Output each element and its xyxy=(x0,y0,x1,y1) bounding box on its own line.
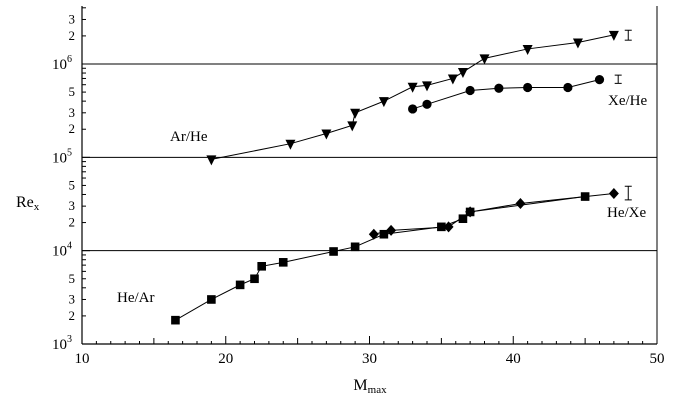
data-point xyxy=(347,121,358,132)
data-point xyxy=(285,139,296,150)
y-major-tick-label: 105 xyxy=(52,147,72,166)
y-minor-tick-label: 3 xyxy=(69,105,76,120)
data-point xyxy=(437,222,446,232)
y-minor-tick-label: 2 xyxy=(69,28,76,43)
data-point xyxy=(608,30,619,41)
data-point xyxy=(407,82,418,93)
data-point xyxy=(206,155,217,166)
series-label: He/Xe xyxy=(607,205,646,221)
x-axis-label: Mmax xyxy=(353,377,387,396)
y-minor-tick-label: 5 xyxy=(69,271,76,286)
data-point xyxy=(608,187,619,199)
data-point xyxy=(350,242,360,252)
data-point xyxy=(522,44,533,55)
error-bars xyxy=(614,29,632,201)
data-point xyxy=(235,280,245,290)
data-point xyxy=(494,83,504,93)
data-point xyxy=(447,74,458,85)
y-minor-tick-label: 5 xyxy=(69,177,76,192)
data-point xyxy=(594,75,605,85)
y-minor-tick-label: 2 xyxy=(69,215,76,230)
data-point xyxy=(572,38,583,49)
series-line-he-xe xyxy=(373,192,614,235)
y-minor-tick-label: 3 xyxy=(69,11,76,26)
data-point xyxy=(368,228,379,240)
data-point xyxy=(479,54,490,65)
text-labels: 10 20 30 40 5023523523523103104105106Ar/HeXe… xyxy=(52,11,665,367)
y-minor-tick-label: 2 xyxy=(69,121,76,136)
axes xyxy=(81,6,658,345)
data-point xyxy=(250,274,259,284)
data-point xyxy=(379,229,389,239)
data-point xyxy=(422,81,432,92)
x-tick-label: 40 xyxy=(506,351,521,367)
data-point xyxy=(378,97,389,108)
series-line-he-ar xyxy=(175,196,586,321)
series-line-ar-he xyxy=(211,34,614,160)
data-point xyxy=(207,295,216,304)
data-point xyxy=(278,258,288,267)
data-point xyxy=(580,192,590,201)
y-minor-tick-label: 3 xyxy=(69,198,76,213)
y-minor-tick-label: 2 xyxy=(69,308,76,323)
series-markers xyxy=(171,30,619,325)
axis-ticks xyxy=(81,7,658,345)
series-line-xe-he xyxy=(412,79,600,110)
x-tick-label: 20 xyxy=(218,351,233,367)
data-point xyxy=(257,261,266,271)
x-tick-label: 50 xyxy=(650,351,665,367)
data-point xyxy=(321,129,332,140)
y-minor-tick-label: 3 xyxy=(69,291,76,306)
y-major-tick-label: 104 xyxy=(52,241,72,260)
data-point xyxy=(386,224,397,236)
data-point xyxy=(457,68,468,79)
data-point xyxy=(465,85,475,96)
data-point xyxy=(443,221,454,233)
data-point xyxy=(515,198,526,210)
data-point xyxy=(563,82,573,93)
series-label: Xe/He xyxy=(608,93,647,109)
y-axis-label: Rex xyxy=(16,194,40,213)
data-point xyxy=(422,99,432,109)
series-label: He/Ar xyxy=(117,290,155,306)
data-point xyxy=(465,207,475,217)
data-point xyxy=(329,247,338,256)
data-point xyxy=(350,108,361,119)
data-point xyxy=(523,82,533,93)
series-lines xyxy=(175,34,614,321)
series-label: Ar/He xyxy=(170,129,208,145)
y-major-tick-label: 106 xyxy=(52,54,72,73)
x-tick-label: 30 xyxy=(362,351,377,367)
data-point xyxy=(408,104,418,114)
x-tick-label: 10 xyxy=(75,351,90,367)
data-point xyxy=(458,214,468,224)
y-minor-tick-label: 5 xyxy=(69,84,76,99)
y-major-tick-label: 103 xyxy=(52,334,72,353)
data-point xyxy=(171,315,180,325)
horizontal-reference-lines xyxy=(82,63,657,252)
